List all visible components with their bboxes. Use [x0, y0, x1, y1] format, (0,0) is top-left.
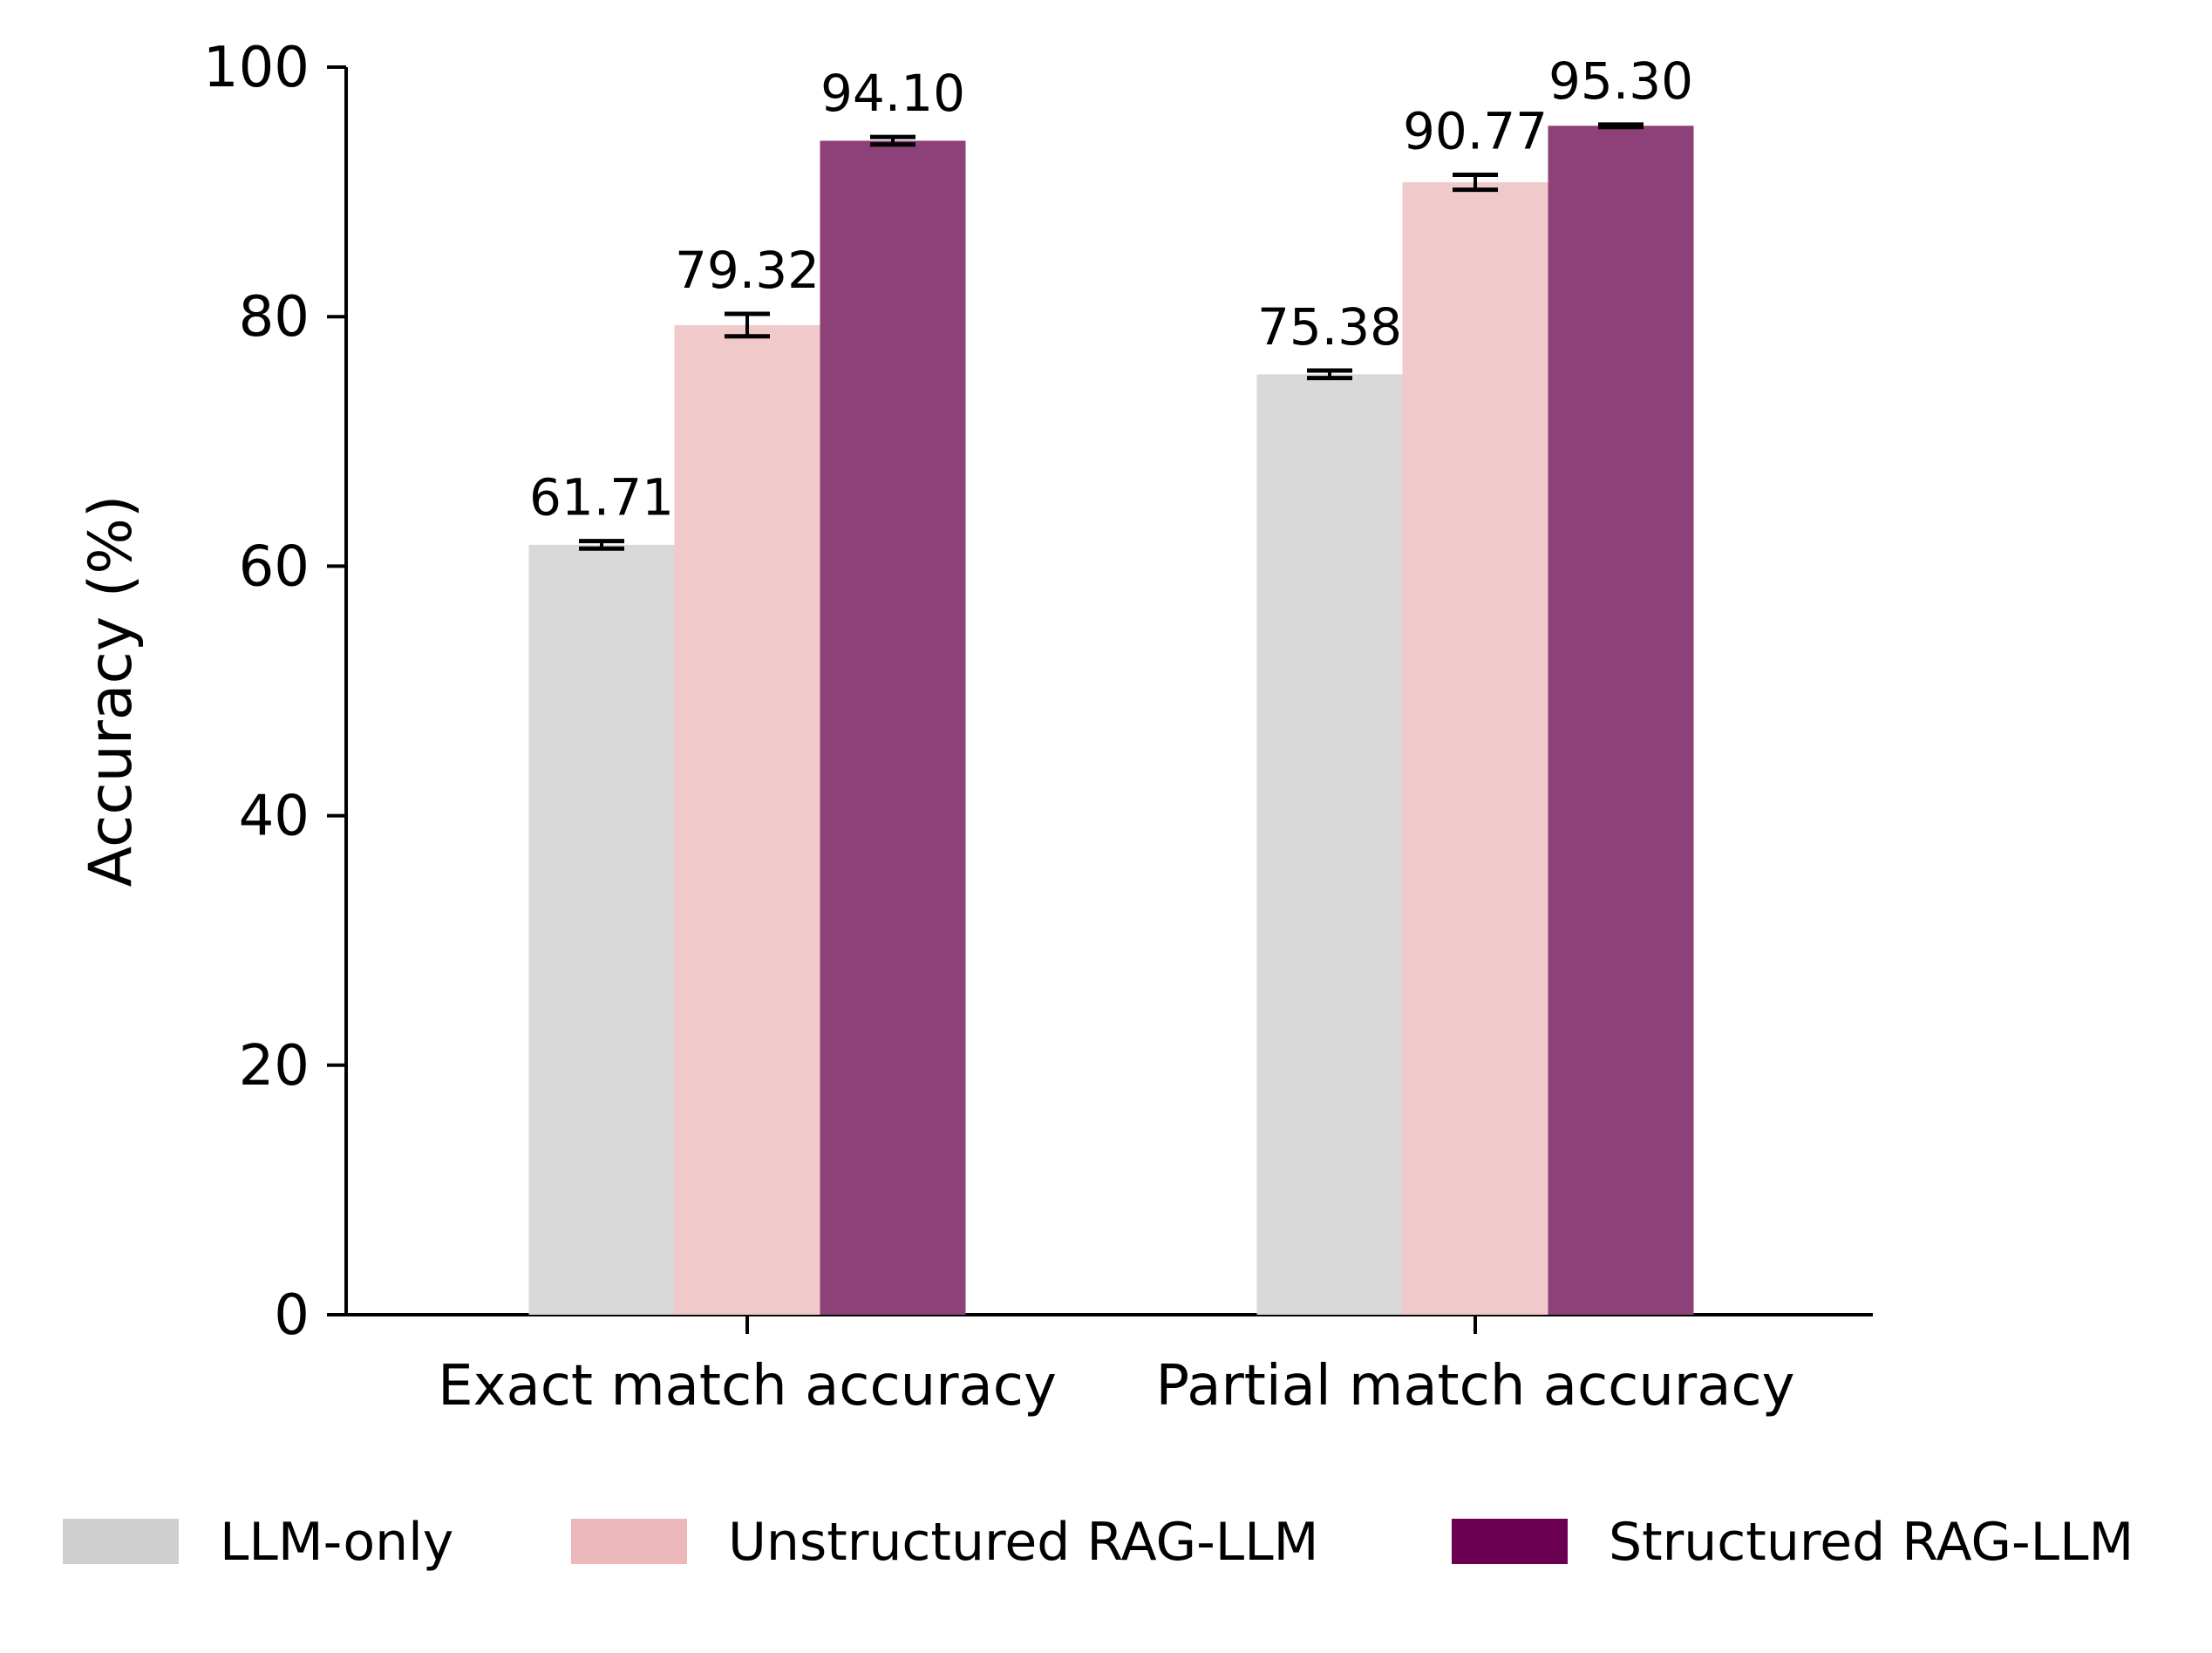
data-label: 94.10: [820, 64, 965, 123]
legend-label: Unstructured RAG-LLM: [728, 1512, 1318, 1573]
legend-label: Structured RAG-LLM: [1609, 1512, 2134, 1573]
y-tick-label: 100: [203, 36, 310, 100]
legend-swatch: [63, 1519, 179, 1564]
legend-swatch: [1452, 1519, 1568, 1564]
x-tick-label: Exact match accuracy: [438, 1354, 1057, 1418]
legend-swatch: [571, 1519, 687, 1564]
data-label: 90.77: [1403, 101, 1548, 160]
bar: [674, 324, 820, 1315]
y-axis-label: Accuracy (%): [77, 495, 146, 888]
legend: LLM-only Unstructured RAG-LLM Structured R…: [63, 1512, 2134, 1573]
bar: [528, 544, 675, 1315]
bar: [820, 140, 966, 1316]
y-tick-label: 80: [239, 285, 310, 350]
y-tick-label: 0: [274, 1283, 310, 1348]
y-tick-label: 20: [239, 1034, 310, 1099]
bar: [1402, 182, 1548, 1315]
y-tick-label: 60: [239, 534, 310, 599]
data-label: 75.38: [1257, 297, 1402, 357]
data-label: 79.32: [675, 241, 820, 300]
data-label: 61.71: [529, 468, 674, 527]
data-label: 95.30: [1548, 51, 1693, 111]
legend-label: LLM-only: [220, 1512, 453, 1573]
x-tick-label: Partial match accuracy: [1156, 1354, 1795, 1418]
bars: [528, 126, 1694, 1316]
axes: 0 20 40 60 80 100 Accuracy (%) Exact match accu…: [77, 36, 1873, 1418]
bar: [1548, 126, 1694, 1316]
y-tick-label: 40: [239, 785, 310, 849]
bar: [1256, 374, 1403, 1315]
error-bars: [579, 122, 1644, 551]
